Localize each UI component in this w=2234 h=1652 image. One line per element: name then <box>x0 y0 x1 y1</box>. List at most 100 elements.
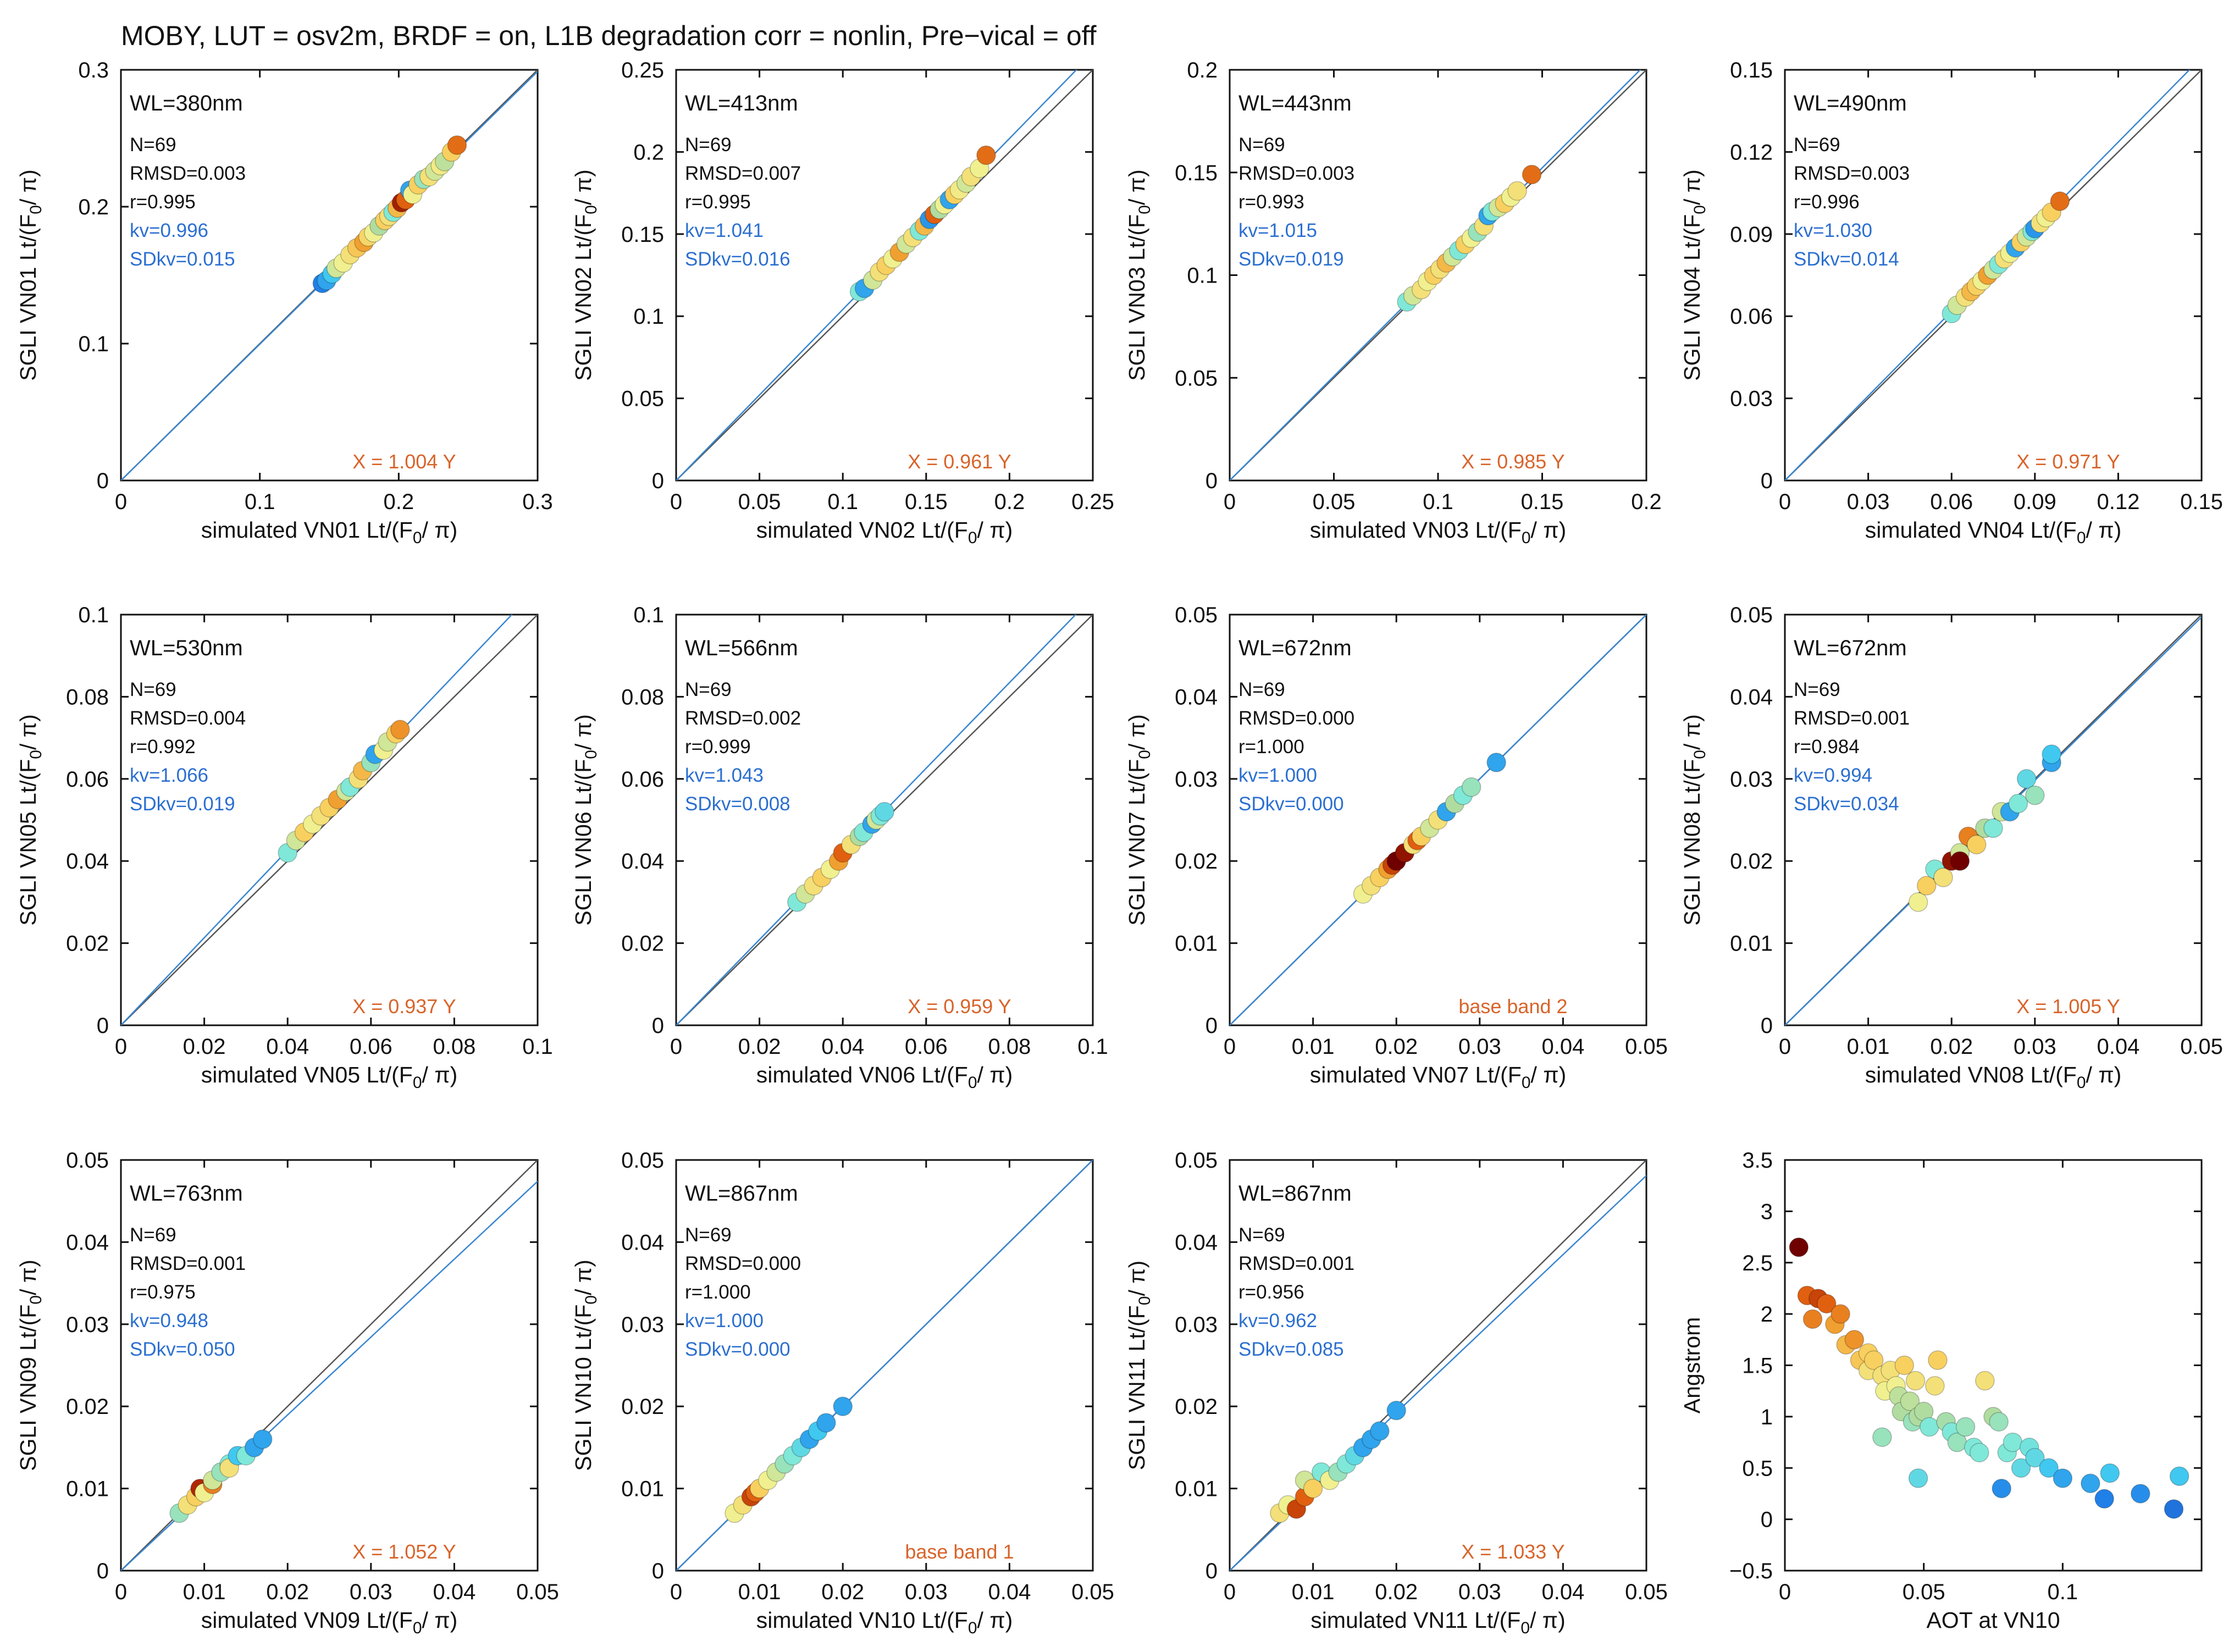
x-tick-label: 0.01 <box>1292 1035 1335 1059</box>
x-tick-label: 0.12 <box>2097 490 2139 514</box>
stat-line: kv=0.996 <box>130 220 208 241</box>
data-point <box>2025 1447 2045 1468</box>
y-axis-label: SGLI VN04 Lt/(F0/ π) <box>1679 169 1709 380</box>
data-point <box>875 802 894 822</box>
y-tick-label: 2.5 <box>1742 1251 1773 1275</box>
x-tick-label: 0 <box>1224 1035 1236 1059</box>
data-point <box>2008 793 2028 814</box>
y-tick-label: 0.02 <box>621 932 664 956</box>
stat-line: RMSD=0.004 <box>130 708 246 729</box>
y-tick-label: 0 <box>652 1014 664 1038</box>
y-tick-label: 0.04 <box>621 849 664 874</box>
stat-line: RMSD=0.001 <box>1238 1253 1354 1274</box>
x-axis-label: simulated VN09 Lt/(F0/ π) <box>201 1607 458 1637</box>
plot-area <box>676 615 1093 1025</box>
fit-equation-label: X = 1.004 Y <box>352 450 456 473</box>
y-tick-label: 0.12 <box>1730 140 1773 164</box>
x-tick-label: 0.25 <box>1071 490 1114 514</box>
x-tick-label: 0 <box>1224 490 1236 514</box>
y-tick-label: 0.05 <box>1730 603 1773 627</box>
panel-vn02: 0 0.05 0.1 0.15 0.2 0.25 0 0.05 0.1 0.15 0.2 0.25 si… <box>571 58 1114 547</box>
x-tick-label: 0.02 <box>183 1035 226 1059</box>
x-tick-label: 0.05 <box>1625 1580 1668 1604</box>
x-tick-label: 0.03 <box>1847 490 1890 514</box>
stat-line: N=69 <box>130 679 176 700</box>
stat-line: RMSD=0.007 <box>685 163 801 184</box>
x-axis-label: simulated VN11 Lt/(F0/ π) <box>1310 1607 1565 1637</box>
fit-equation-label: X = 0.959 Y <box>908 995 1011 1018</box>
data-point <box>1522 164 1542 185</box>
x-axis-label: simulated VN03 Lt/(F0/ π) <box>1310 517 1567 547</box>
data-point <box>976 145 996 165</box>
fit-equation-label: base band 2 <box>1458 995 1567 1018</box>
x-tick-label: 0.06 <box>905 1035 948 1059</box>
y-tick-label: 0.05 <box>621 1148 664 1173</box>
plot-area <box>121 70 538 480</box>
y-tick-label: 0 <box>97 1559 109 1583</box>
stat-line: RMSD=0.003 <box>1794 163 1910 184</box>
x-tick-label: 0.08 <box>433 1035 475 1059</box>
x-tick-label: 0.05 <box>2180 1035 2223 1059</box>
stat-line: RMSD=0.000 <box>685 1253 801 1274</box>
y-axis-label: SGLI VN11 Lt/(F0/ π) <box>1124 1261 1154 1470</box>
y-tick-label: 1 <box>1761 1405 1773 1429</box>
stat-line: r=0.995 <box>130 191 196 213</box>
data-point <box>1969 1443 1989 1462</box>
stat-line: N=69 <box>1794 679 1840 700</box>
plot-area <box>121 1160 538 1571</box>
y-axis-label: SGLI VN07 Lt/(F0/ π) <box>1124 714 1154 925</box>
wavelength-label: WL=763nm <box>130 1181 243 1206</box>
x-axis-label: simulated VN07 Lt/(F0/ π) <box>1310 1062 1567 1092</box>
y-axis-label: SGLI VN10 Lt/(F0/ π) <box>571 1259 600 1471</box>
data-point <box>1933 868 1953 887</box>
wavelength-label: WL=413nm <box>685 91 798 115</box>
y-tick-label: 3.5 <box>1742 1148 1773 1173</box>
fit-equation-label: X = 0.937 Y <box>352 995 456 1018</box>
data-point <box>1303 1478 1323 1499</box>
data-point <box>2016 769 2037 789</box>
y-tick-label: 0.08 <box>66 685 109 709</box>
stat-line: SDkv=0.000 <box>685 1339 790 1360</box>
data-point <box>1916 876 1937 896</box>
x-tick-label: 0.2 <box>994 490 1025 514</box>
stat-line: kv=0.994 <box>1794 765 1872 786</box>
stat-line: kv=1.043 <box>685 765 764 786</box>
y-tick-label: 0.06 <box>1730 305 1773 329</box>
y-tick-label: 0.1 <box>78 332 109 356</box>
x-tick-label: 0.06 <box>350 1035 392 1059</box>
x-tick-label: 0.05 <box>738 490 781 514</box>
y-tick-label: 0.3 <box>78 58 109 82</box>
stat-line: RMSD=0.002 <box>685 708 801 729</box>
wavelength-label: WL=490nm <box>1794 91 1907 115</box>
x-tick-label: 0.09 <box>2014 490 2056 514</box>
plot-area <box>1785 70 2202 480</box>
stat-line: r=0.975 <box>130 1281 196 1303</box>
data-point <box>1975 1371 1995 1391</box>
x-tick-label: 0.15 <box>905 490 948 514</box>
y-axis-label: SGLI VN02 Lt/(F0/ π) <box>571 169 600 380</box>
panel-vn06: 0 0.02 0.04 0.06 0.08 0.1 0 0.02 0.04 0.06 0.08 0.1… <box>571 603 1108 1092</box>
stat-line: N=69 <box>1238 1224 1285 1246</box>
x-tick-label: 0.02 <box>1375 1035 1418 1059</box>
stat-line: r=0.956 <box>1238 1281 1304 1303</box>
stat-line: SDkv=0.000 <box>1238 793 1344 815</box>
y-tick-label: 0.05 <box>1175 366 1218 390</box>
y-tick-label: 0.05 <box>1175 1148 1218 1173</box>
data-point <box>1872 1427 1892 1447</box>
y-tick-label: 0.1 <box>633 603 664 627</box>
y-tick-label: 0.5 <box>1742 1456 1773 1480</box>
x-tick-label: 0.1 <box>1077 1035 1108 1059</box>
stat-line: N=69 <box>685 134 732 156</box>
x-tick-label: 0.04 <box>988 1580 1031 1604</box>
x-tick-label: 0.04 <box>433 1580 475 1604</box>
fit-equation-label: X = 1.005 Y <box>2016 995 2120 1018</box>
x-tick-label: 0.06 <box>1930 490 1973 514</box>
x-tick-label: 0.04 <box>821 1035 864 1059</box>
wavelength-label: WL=566nm <box>685 636 798 660</box>
data-point <box>2169 1466 2189 1486</box>
data-point <box>1983 818 2003 838</box>
stat-line: SDkv=0.019 <box>130 793 235 815</box>
x-tick-label: 0.03 <box>1458 1035 1501 1059</box>
stat-line: N=69 <box>685 1224 732 1246</box>
